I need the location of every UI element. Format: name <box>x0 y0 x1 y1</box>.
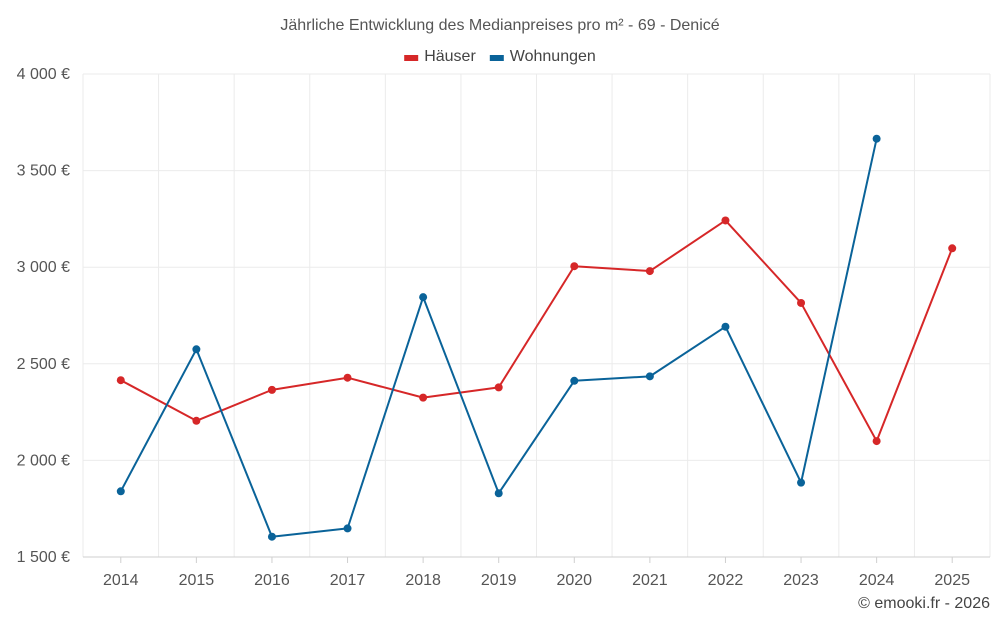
legend-label: Häuser <box>424 48 476 65</box>
data-point[interactable] <box>267 385 276 394</box>
data-point[interactable] <box>948 244 957 253</box>
data-point[interactable] <box>419 393 428 402</box>
x-tick-label: 2022 <box>708 572 744 589</box>
data-point[interactable] <box>267 532 276 541</box>
x-tick-label: 2017 <box>330 572 366 589</box>
legend-label: Wohnungen <box>510 48 596 65</box>
x-tick-label: 2020 <box>556 572 592 589</box>
legend-item[interactable]: Häuser <box>404 48 476 65</box>
y-tick-label: 1 500 € <box>17 549 70 566</box>
y-axis: 1 500 € 2 000 € 2 500 € 3 000 € 3 500 € 4 000… <box>17 66 70 566</box>
legend-swatch <box>404 55 419 61</box>
x-tick-label: 2019 <box>481 572 517 589</box>
series-line <box>120 219 954 443</box>
data-point[interactable] <box>494 383 503 392</box>
data-point[interactable] <box>494 489 503 498</box>
data-point[interactable] <box>645 372 654 381</box>
data-point[interactable] <box>721 216 730 225</box>
legend-item[interactable]: Wohnungen <box>489 48 596 65</box>
data-point[interactable] <box>872 134 881 143</box>
data-point[interactable] <box>116 376 125 385</box>
x-tick-label: 2023 <box>783 572 819 589</box>
series <box>116 134 957 541</box>
data-point[interactable] <box>343 524 352 533</box>
x-tick-label: 2024 <box>859 572 895 589</box>
data-point[interactable] <box>570 262 579 271</box>
chart-title: Jährliche Entwicklung des Medianpreises … <box>280 17 719 34</box>
data-point[interactable] <box>116 487 125 496</box>
legend-swatch <box>489 55 504 61</box>
x-tick-label: 2018 <box>405 572 441 589</box>
x-tick-label: 2021 <box>632 572 668 589</box>
data-point[interactable] <box>419 293 428 302</box>
data-point[interactable] <box>343 373 352 382</box>
chart-legend: Häuser Wohnungen <box>404 48 596 65</box>
y-tick-label: 2 500 € <box>17 356 70 373</box>
y-tick-label: 2 000 € <box>17 452 70 469</box>
data-point[interactable] <box>721 322 730 331</box>
x-tick-label: 2014 <box>103 572 139 589</box>
y-tick-label: 4 000 € <box>17 66 70 83</box>
series-2 <box>116 134 881 541</box>
data-point[interactable] <box>797 298 806 307</box>
x-tick-label: 2016 <box>254 572 290 589</box>
data-point[interactable] <box>570 376 579 385</box>
y-tick-label: 3 500 € <box>17 163 70 180</box>
data-point[interactable] <box>192 416 201 425</box>
data-point[interactable] <box>192 345 201 354</box>
grid <box>82 73 991 557</box>
y-tick-label: 3 000 € <box>17 259 70 276</box>
data-point[interactable] <box>645 267 654 276</box>
credit-text: © emooki.fr - 2026 <box>858 595 990 612</box>
x-tick-label: 2025 <box>934 572 970 589</box>
data-point[interactable] <box>797 478 806 487</box>
data-point[interactable] <box>872 437 881 446</box>
x-tick-label: 2015 <box>179 572 215 589</box>
series-1 <box>116 216 957 446</box>
x-axis: 2014 2015 2016 2017 2018 2019 2020 2021 2022 2023… <box>83 556 990 589</box>
